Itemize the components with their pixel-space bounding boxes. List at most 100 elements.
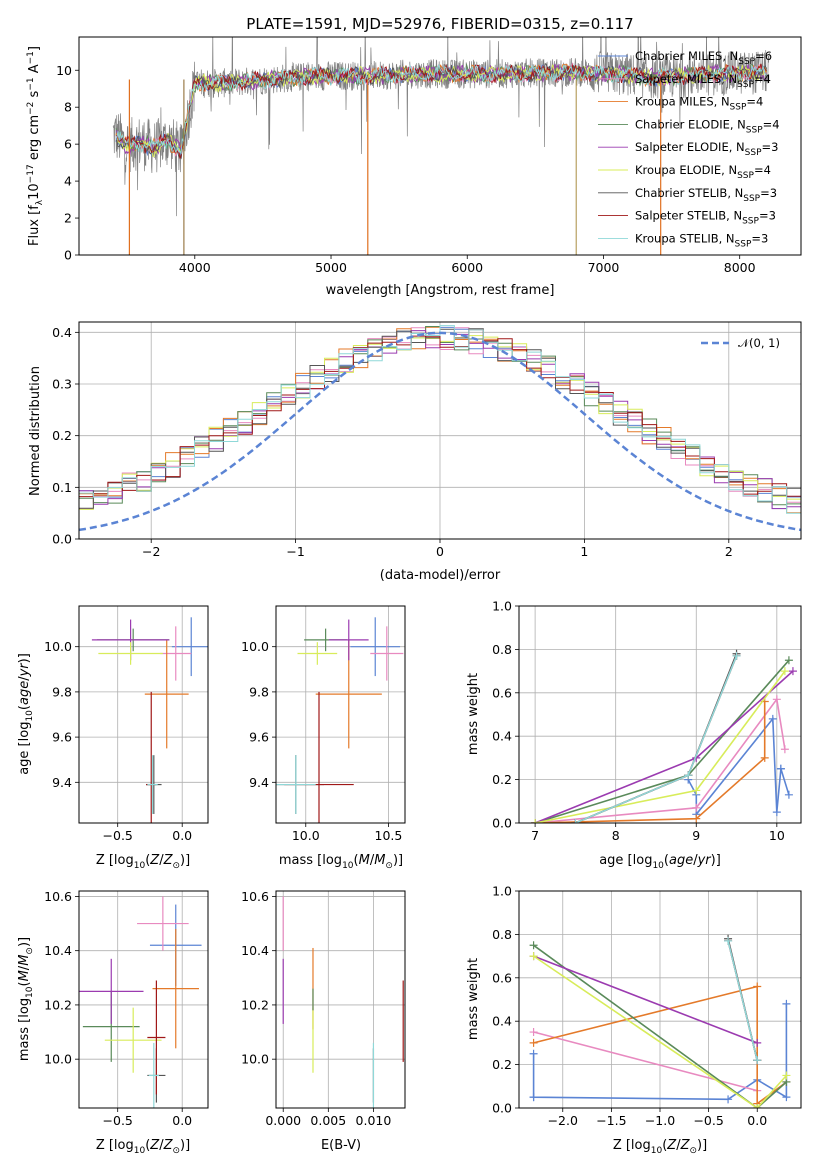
y-tick-label: 0.1: [52, 480, 72, 495]
label-part: ⊙: [172, 1146, 180, 1156]
plot-area: [276, 617, 404, 823]
y-axis-label: age [log10(age/yr)]: [17, 653, 35, 775]
plot-area: [91, 617, 208, 823]
label-part: Z [log: [96, 853, 134, 868]
y-tick-label: 9.4: [249, 775, 269, 790]
x-tick-label: 10: [769, 828, 785, 843]
axes-frame: [518, 890, 802, 1109]
panel-age_vs_Z: −0.5 0.0 9.4 9.6 9.8 10.0: [44, 605, 209, 843]
series-marker-salpeter_elodie: [788, 667, 797, 676]
panel-mass_vs_Z: −0.5 0.0 10.0 10.2 10.4 10.6: [44, 889, 209, 1128]
label-part: /: [17, 965, 32, 970]
y-tick-label: 9.8: [52, 684, 72, 699]
series-marker-chabrier_miles: [782, 999, 791, 1008]
label-part: −1: [26, 51, 36, 64]
series-marker-kroupa_elodie: [529, 952, 538, 961]
x-tick-label: 8: [612, 828, 620, 843]
series-marker-salpeter_miles: [772, 695, 781, 704]
x-tick-label: −0.5: [103, 1113, 133, 1128]
x-axis-label: wavelength [Angstrom, rest frame]: [326, 283, 555, 298]
x-tick-label: −0.5: [103, 828, 133, 843]
label-part: −1: [26, 77, 36, 90]
label-part: (: [664, 853, 669, 868]
y-tick-label: 0.0: [492, 816, 512, 831]
y-tick-label: 0: [64, 248, 72, 263]
y-tick-label: 0.2: [492, 772, 512, 787]
series-marker-chabrier_miles: [772, 808, 781, 817]
x-axis-label: mass [log10(M/M⊙)]: [279, 853, 403, 871]
legend-label: Chabrier STELIB, NSSP=3: [635, 186, 777, 204]
legend-label: Kroupa STELIB, NSSP=3: [635, 231, 768, 249]
label-part: Z [log: [96, 1138, 134, 1153]
series-marker-chabrier_miles: [768, 714, 777, 723]
y-axis-label: Flux [fλ10−17 erg cm−2 s−1 A−1]: [26, 46, 45, 246]
y-tick-label: 10.4: [44, 943, 72, 958]
x-axis-label: (data-model)/error: [380, 568, 501, 583]
label-part: )]: [17, 653, 32, 663]
y-tick-label: 0.4: [492, 1014, 512, 1029]
y-tick-label: 0.0: [52, 532, 72, 547]
y-tick-label: 0.2: [492, 1057, 512, 1072]
label-part: Z [log: [613, 1138, 651, 1153]
x-axis-label: Z [log10(Z/Z⊙)]: [613, 1138, 707, 1156]
x-tick-label: −1: [286, 544, 304, 559]
y-tick-label: 0.0: [492, 1101, 512, 1116]
x-tick-label: 9: [692, 828, 700, 843]
y-tick-label: 10.6: [44, 889, 72, 904]
label-part: Salpeter ELODIE, N: [635, 140, 745, 154]
plot-area: [112, 37, 770, 255]
y-tick-label: 9.8: [249, 684, 269, 699]
label-part: =3: [751, 231, 768, 245]
label-part: =3: [762, 140, 779, 154]
y-tick-label: 10: [56, 63, 72, 78]
label-part: =3: [760, 186, 777, 200]
panel-spectrum: 4000 5000 6000 7000 8000 0 2 4 6 8 10: [56, 36, 802, 275]
x-tick-label: 0.0: [172, 1113, 192, 1128]
label-part: 10: [651, 1146, 663, 1156]
model-spectrum-kroupa_stelib: [115, 64, 767, 155]
label-part: (: [662, 1138, 667, 1153]
x-tick-label: 4000: [179, 260, 211, 275]
label-part: Z: [666, 1138, 677, 1153]
x-tick-label: −0.5: [693, 1113, 723, 1128]
axes-frame: [275, 890, 406, 1109]
label-part: age [log: [17, 722, 32, 775]
label-part: SSP: [746, 125, 763, 135]
y-tick-label: 0.6: [492, 685, 512, 700]
label-part: λ: [35, 199, 45, 205]
series-line-salpeter_elodie: [533, 955, 758, 1044]
axes-frame: [518, 605, 802, 824]
y-tick-label: 0.3: [52, 377, 72, 392]
label-part: age [log: [599, 853, 652, 868]
x-axis-label: Z [log10(Z/Z⊙)]: [96, 1138, 190, 1156]
label-part: /: [676, 1138, 681, 1153]
legend-label: Chabrier MILES, NSSP=6: [635, 49, 772, 67]
label-part: =3: [759, 209, 776, 223]
axes-frame: [78, 36, 802, 256]
panel-age_vs_mass: 10.0 10.5 9.4 9.6 9.8 10.0: [241, 605, 406, 843]
series-marker-salpeter_miles: [529, 1028, 538, 1037]
label-part: =4: [763, 117, 780, 131]
label-part: erg cm: [27, 115, 42, 164]
label-part: mass [log: [17, 998, 32, 1061]
label-part: )]: [180, 1138, 190, 1153]
label-part: M: [374, 853, 385, 868]
label-part: yr: [697, 853, 713, 868]
label-part: 10: [134, 861, 146, 871]
label-part: Kroupa STELIB, N: [635, 231, 735, 245]
series-marker-salpeter_miles: [780, 745, 789, 754]
label-part: age: [17, 681, 32, 705]
series-line-salpeter_miles: [535, 697, 786, 823]
label-part: )]: [697, 1138, 707, 1153]
label-part: SSP: [742, 217, 759, 227]
y-tick-label: 8: [64, 100, 72, 115]
label-part: Chabrier ELODIE, N: [635, 117, 746, 131]
label-part: ⊙: [172, 861, 180, 871]
y-tick-label: 9.4: [52, 775, 72, 790]
x-tick-label: 0.000: [265, 1113, 301, 1128]
label-part: 10: [25, 986, 35, 998]
label-part: Z: [149, 1138, 160, 1153]
series-marker-kroupa_stelib: [732, 651, 741, 660]
label-part: M: [359, 853, 370, 868]
x-tick-label: 0.0: [747, 1113, 767, 1128]
